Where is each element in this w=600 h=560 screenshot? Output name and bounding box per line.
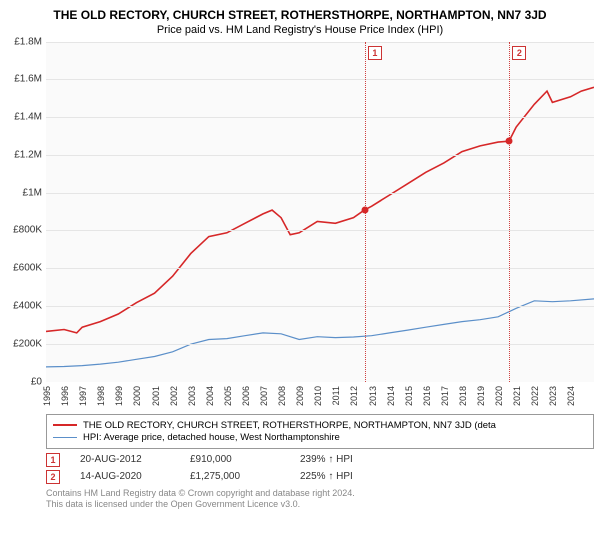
y-tick-label: £1.4M — [14, 112, 42, 123]
legend-label: HPI: Average price, detached house, West… — [83, 432, 340, 443]
transaction-row: 1 20-AUG-2012 £910,000 239% ↑ HPI — [46, 453, 594, 467]
x-axis-labels: 1995199619971998199920002001200220032004… — [46, 382, 594, 412]
transaction-marker: 2 — [512, 46, 526, 60]
legend-swatch — [53, 437, 77, 438]
transaction-row-marker: 2 — [46, 470, 60, 484]
transaction-dot — [506, 137, 513, 144]
transaction-date: 14-AUG-2020 — [80, 471, 170, 482]
x-tick-label: 2018 — [458, 386, 468, 406]
gridline — [46, 230, 594, 231]
transaction-pct: 225% ↑ HPI — [300, 471, 390, 482]
footer-attribution: Contains HM Land Registry data © Crown c… — [46, 488, 594, 511]
x-tick-label: 2010 — [313, 386, 323, 406]
series-line — [46, 298, 594, 366]
gridline — [46, 79, 594, 80]
x-tick-label: 2024 — [566, 386, 576, 406]
x-tick-label: 1996 — [60, 386, 70, 406]
x-tick-label: 2014 — [386, 386, 396, 406]
y-tick-label: £1.2M — [14, 149, 42, 160]
x-tick-label: 1997 — [78, 386, 88, 406]
legend: THE OLD RECTORY, CHURCH STREET, ROTHERST… — [46, 414, 594, 449]
x-tick-label: 2013 — [368, 386, 378, 406]
gridline — [46, 344, 594, 345]
x-tick-label: 1995 — [42, 386, 52, 406]
gridline — [46, 193, 594, 194]
y-tick-label: £0 — [31, 376, 42, 387]
legend-swatch — [53, 424, 77, 426]
chart-area: £0 £200K £400K £600K £800K £1M £1.2M £1.4M £1.6M… — [6, 42, 594, 412]
x-tick-label: 2009 — [295, 386, 305, 406]
transaction-row-marker: 1 — [46, 453, 60, 467]
transaction-price: £910,000 — [190, 454, 280, 465]
transaction-row: 2 14-AUG-2020 £1,275,000 225% ↑ HPI — [46, 470, 594, 484]
transaction-table: 1 20-AUG-2012 £910,000 239% ↑ HPI 2 14-AUG-20… — [46, 453, 594, 484]
x-tick-label: 2016 — [422, 386, 432, 406]
transaction-dot — [361, 206, 368, 213]
transaction-price: £1,275,000 — [190, 471, 280, 482]
y-tick-label: £1.6M — [14, 74, 42, 85]
legend-label: THE OLD RECTORY, CHURCH STREET, ROTHERST… — [83, 420, 496, 431]
chart-title: THE OLD RECTORY, CHURCH STREET, ROTHERST… — [6, 8, 594, 24]
series-line — [46, 87, 594, 333]
x-tick-label: 2022 — [530, 386, 540, 406]
chart-container: THE OLD RECTORY, CHURCH STREET, ROTHERST… — [0, 0, 600, 560]
y-tick-label: £600K — [13, 263, 42, 274]
x-tick-label: 2019 — [476, 386, 486, 406]
y-tick-label: £1M — [23, 187, 42, 198]
gridline — [46, 117, 594, 118]
footer-line-1: Contains HM Land Registry data © Crown c… — [46, 488, 594, 499]
x-tick-label: 2001 — [151, 386, 161, 406]
y-tick-label: £800K — [13, 225, 42, 236]
x-tick-label: 2021 — [512, 386, 522, 406]
x-tick-label: 2003 — [187, 386, 197, 406]
x-tick-label: 2020 — [494, 386, 504, 406]
plot-area: 12 — [46, 42, 594, 382]
x-tick-label: 2000 — [132, 386, 142, 406]
x-tick-label: 2007 — [259, 386, 269, 406]
line-series-svg — [46, 42, 594, 382]
x-tick-label: 2002 — [169, 386, 179, 406]
y-tick-label: £400K — [13, 301, 42, 312]
legend-item: THE OLD RECTORY, CHURCH STREET, ROTHERST… — [53, 420, 587, 431]
x-tick-label: 2023 — [548, 386, 558, 406]
x-tick-label: 2017 — [440, 386, 450, 406]
gridline — [46, 268, 594, 269]
x-tick-label: 2008 — [277, 386, 287, 406]
x-tick-label: 2006 — [241, 386, 251, 406]
x-tick-label: 2011 — [331, 386, 341, 405]
x-tick-label: 2005 — [223, 386, 233, 406]
x-tick-label: 2015 — [404, 386, 414, 406]
chart-subtitle: Price paid vs. HM Land Registry's House … — [6, 24, 594, 36]
transaction-marker: 1 — [368, 46, 382, 60]
y-axis-labels: £0£200K£400K£600K£800K£1M£1.2M£1.4M£1.6M… — [6, 42, 46, 382]
gridline — [46, 306, 594, 307]
transaction-vline — [509, 42, 510, 382]
gridline — [46, 155, 594, 156]
x-tick-label: 1998 — [96, 386, 106, 406]
y-tick-label: £1.8M — [14, 36, 42, 47]
gridline — [46, 42, 594, 43]
x-tick-label: 2012 — [349, 386, 359, 406]
legend-item: HPI: Average price, detached house, West… — [53, 432, 587, 443]
footer-line-2: This data is licensed under the Open Gov… — [46, 499, 594, 510]
x-tick-label: 1999 — [114, 386, 124, 406]
x-tick-label: 2004 — [205, 386, 215, 406]
y-tick-label: £200K — [13, 338, 42, 349]
transaction-date: 20-AUG-2012 — [80, 454, 170, 465]
transaction-pct: 239% ↑ HPI — [300, 454, 390, 465]
